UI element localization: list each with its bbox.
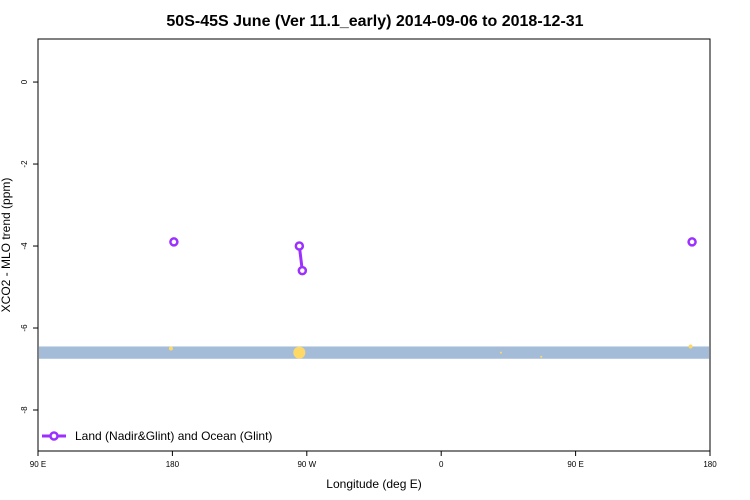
x-tick-label-1: 180 bbox=[166, 460, 180, 469]
x-axis-ticks: 90 E 180 90 W 0 90 E 180 bbox=[30, 451, 717, 469]
land-dot-0 bbox=[169, 347, 173, 351]
series-0-point-2 bbox=[299, 267, 306, 274]
x-tick-label-2: 90 W bbox=[297, 460, 316, 469]
land-band-layer bbox=[39, 346, 709, 358]
y-axis-ticks: 0 -2 -4 -6 -8 bbox=[20, 79, 38, 413]
land-band bbox=[39, 346, 709, 358]
plot-area bbox=[38, 39, 710, 451]
x-tick-label-4: 90 E bbox=[567, 460, 583, 469]
land-dot-1 bbox=[293, 347, 305, 359]
land-dot-2 bbox=[500, 352, 502, 354]
y-tick-label-2: -4 bbox=[20, 242, 29, 250]
series-layer bbox=[170, 238, 695, 274]
chart-title: 50S-45S June (Ver 11.1_early) 2014-09-06… bbox=[166, 13, 583, 30]
series-0-point-0 bbox=[170, 238, 177, 245]
y-tick-label-1: -2 bbox=[20, 160, 29, 168]
land-dot-3 bbox=[540, 356, 542, 358]
y-tick-label-3: -6 bbox=[20, 324, 29, 332]
x-tick-label-0: 90 E bbox=[30, 460, 46, 469]
x-axis-label: Longitude (deg E) bbox=[326, 477, 421, 491]
land-dot-4 bbox=[689, 344, 693, 348]
y-tick-label-0: 0 bbox=[20, 79, 29, 84]
legend: Land (Nadir&Glint) and Ocean (Glint) bbox=[42, 429, 272, 443]
y-axis-label: XCO2 - MLO trend (ppm) bbox=[0, 178, 13, 313]
x-tick-label-3: 0 bbox=[439, 460, 444, 469]
y-tick-label-4: -8 bbox=[20, 406, 29, 414]
x-tick-label-5: 180 bbox=[703, 460, 717, 469]
legend-marker-swatch bbox=[51, 433, 58, 440]
series-0-point-3 bbox=[689, 238, 696, 245]
series-0-point-1 bbox=[296, 243, 303, 250]
legend-label: Land (Nadir&Glint) and Ocean (Glint) bbox=[75, 429, 272, 443]
